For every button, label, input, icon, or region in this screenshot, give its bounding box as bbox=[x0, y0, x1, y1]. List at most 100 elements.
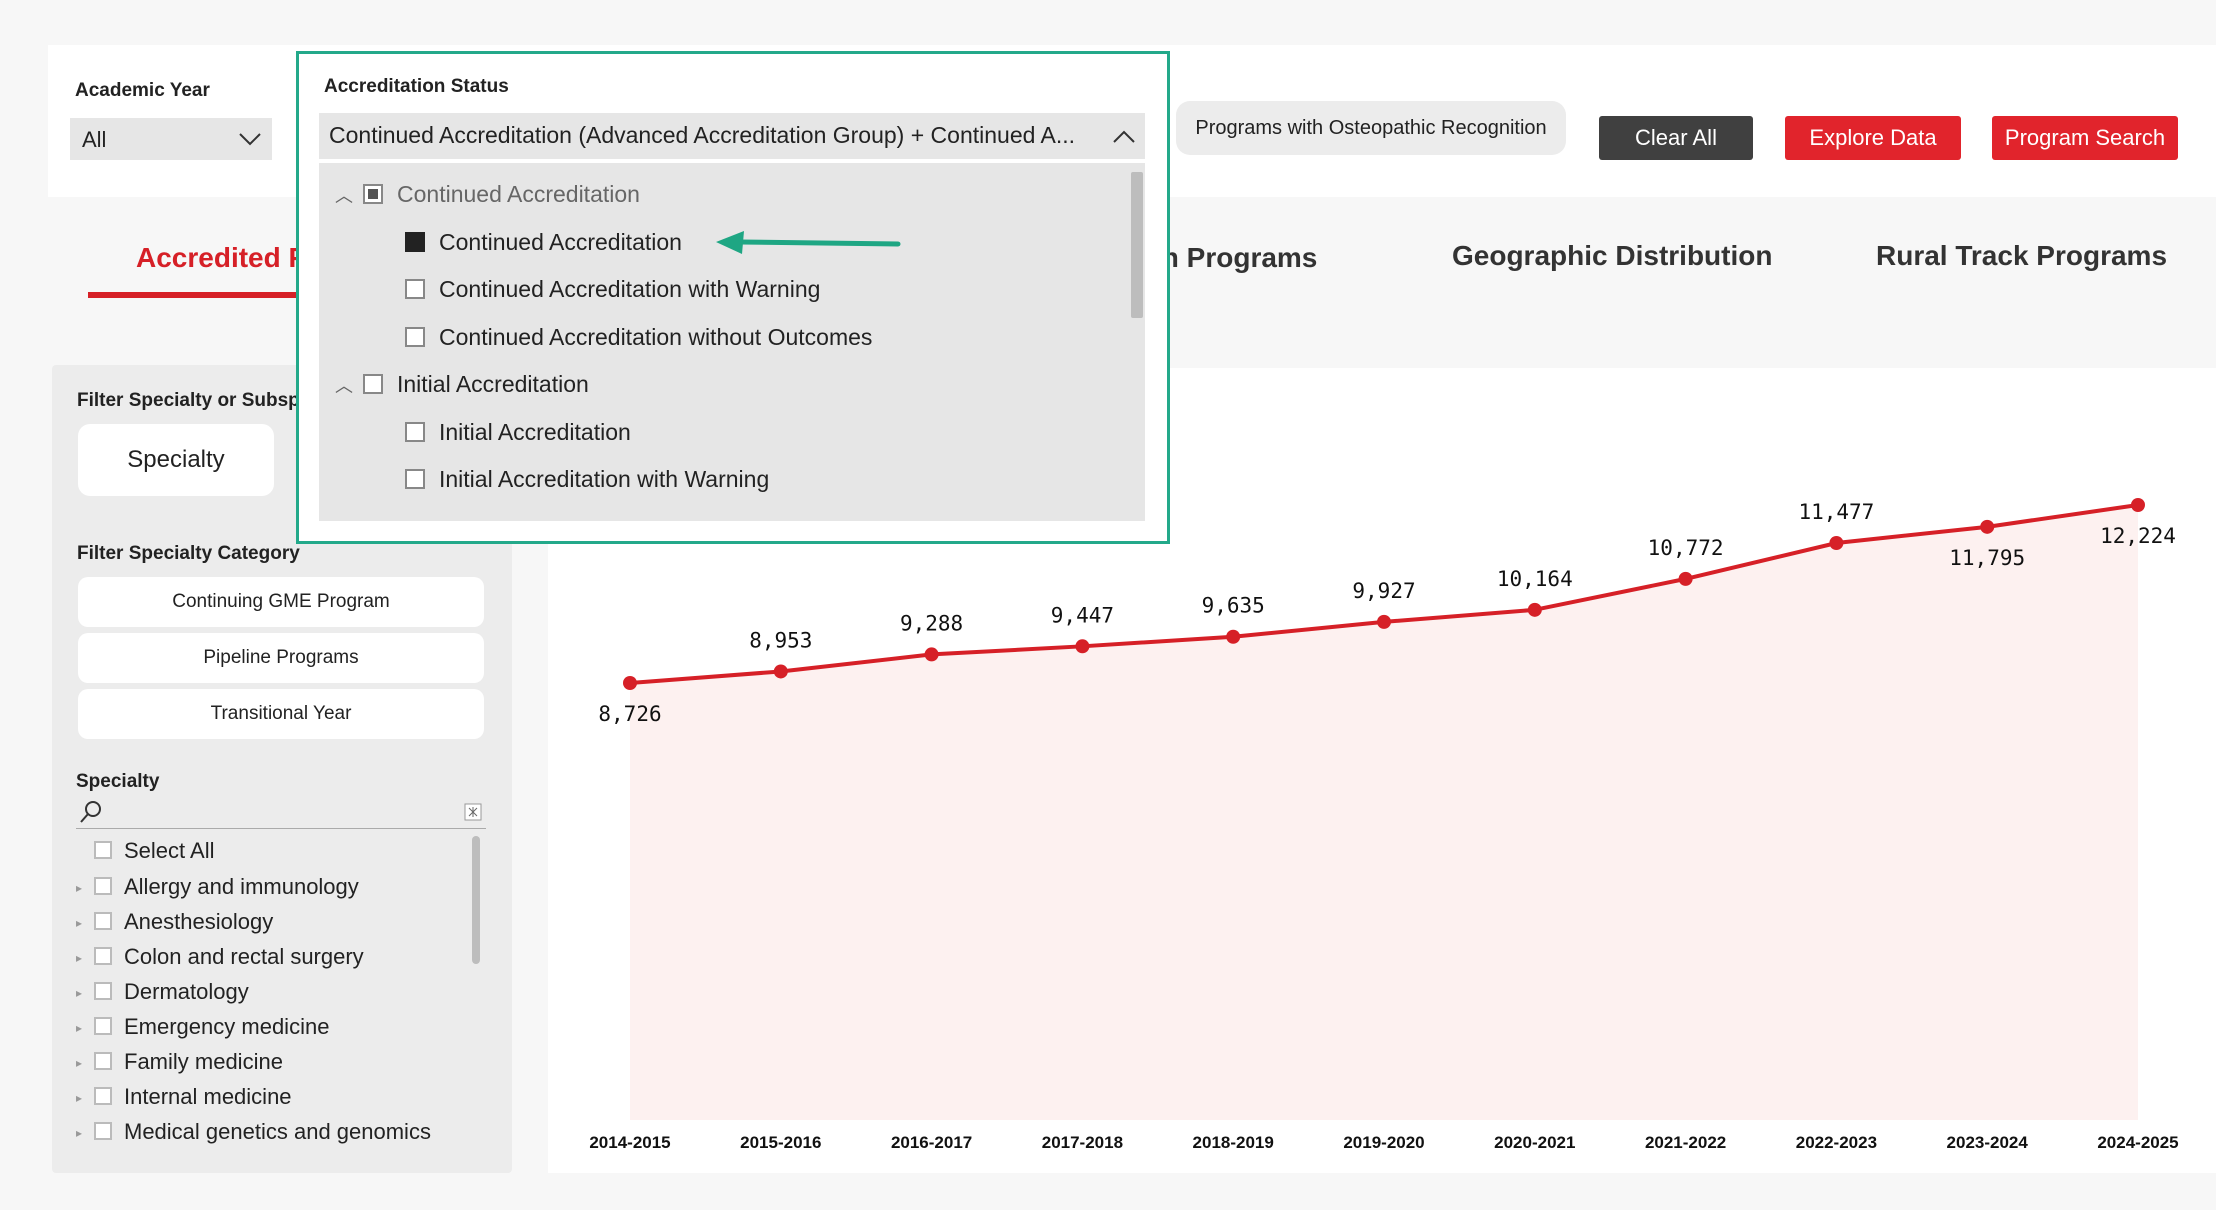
option-continued-accreditation-with-warning[interactable]: Continued Accreditation with Warning bbox=[319, 267, 1145, 311]
tab-rural-track-programs[interactable]: Rural Track Programs bbox=[1876, 240, 2168, 271]
checkbox[interactable] bbox=[94, 1052, 112, 1071]
option-initial-accreditation[interactable]: Initial Accreditation bbox=[319, 410, 1145, 454]
specialty-item[interactable]: ▸ Emergency medicine bbox=[76, 1010, 329, 1044]
data-point[interactable] bbox=[924, 647, 939, 662]
specialty-select-all[interactable]: Select All bbox=[76, 834, 215, 868]
option-initial-accreditation-with-warning[interactable]: Initial Accreditation with Warning bbox=[319, 457, 1145, 501]
checkbox[interactable] bbox=[363, 183, 383, 204]
explore-data-button[interactable]: Explore Data bbox=[1785, 116, 1961, 160]
programs-trend-chart: 8,726 2014-2015 8,953 2015-2016 9,288 2016-20… bbox=[589, 498, 2179, 1152]
x-axis-tick-label: 2018-2019 bbox=[1193, 1133, 1274, 1152]
specialty-item[interactable]: ▸ Internal medicine bbox=[76, 1080, 292, 1114]
specialty-list-scrollbar[interactable] bbox=[472, 836, 480, 964]
data-point[interactable] bbox=[773, 664, 788, 679]
checkbox[interactable] bbox=[405, 421, 425, 442]
data-label: 10,772 bbox=[1648, 536, 1724, 560]
data-point[interactable] bbox=[1377, 614, 1391, 629]
data-label: 8,953 bbox=[749, 628, 812, 652]
academic-year-label: Academic Year bbox=[75, 80, 210, 101]
checkbox[interactable] bbox=[363, 373, 383, 394]
expand-arrow-icon[interactable]: ▸ bbox=[76, 951, 83, 966]
option-group-initial-accreditation[interactable]: ︿ Initial Accreditation bbox=[319, 362, 1145, 406]
filter-specialty-title: Filter Specialty or Subspe bbox=[77, 390, 311, 411]
x-axis-tick-label: 2024-2025 bbox=[2097, 1133, 2178, 1152]
dropdown-scrollbar[interactable] bbox=[1131, 172, 1143, 318]
specialty-item[interactable]: ▸ Anesthesiology bbox=[76, 905, 273, 939]
tab-accredited-programs[interactable]: Accredited Pr bbox=[136, 242, 319, 273]
x-axis-tick-label: 2021-2022 bbox=[1645, 1133, 1726, 1152]
checkbox[interactable] bbox=[94, 1087, 112, 1106]
data-label: 11,477 bbox=[1798, 500, 1874, 524]
data-point[interactable] bbox=[1527, 602, 1542, 617]
chart-panel: 8,726 2014-2015 8,953 2015-2016 9,288 2016-20… bbox=[548, 368, 2216, 1173]
data-point[interactable] bbox=[1678, 571, 1693, 586]
data-label: 9,927 bbox=[1352, 579, 1415, 603]
data-point[interactable] bbox=[2131, 498, 2145, 512]
x-axis-tick-label: 2022-2023 bbox=[1796, 1133, 1877, 1152]
specialty-list-title: Specialty bbox=[76, 771, 160, 792]
specialty-item[interactable]: ▸ Dermatology bbox=[76, 975, 249, 1009]
collapse-icon[interactable]: ︿ bbox=[335, 186, 353, 206]
data-label: 9,635 bbox=[1202, 594, 1265, 618]
data-point[interactable] bbox=[1226, 629, 1241, 644]
checkbox[interactable] bbox=[94, 1017, 112, 1036]
active-tab-indicator bbox=[88, 292, 328, 298]
category-transitional-year-button[interactable]: Transitional Year bbox=[78, 689, 484, 739]
category-title: Filter Specialty Category bbox=[77, 543, 300, 564]
expand-arrow-icon[interactable]: ▸ bbox=[76, 916, 83, 931]
option-continued-accreditation-without-outcomes[interactable]: Continued Accreditation without Outcomes bbox=[319, 315, 1145, 359]
option-continued-accreditation[interactable]: Continued Accreditation bbox=[319, 220, 1145, 264]
x-axis-tick-label: 2017-2018 bbox=[1042, 1133, 1123, 1152]
checkbox[interactable] bbox=[405, 278, 425, 299]
category-continuing-gme-button[interactable]: Continuing GME Program bbox=[78, 577, 484, 627]
checkbox[interactable] bbox=[405, 231, 425, 252]
data-label: 12,224 bbox=[2100, 524, 2176, 548]
category-pipeline-programs-button[interactable]: Pipeline Programs bbox=[78, 633, 484, 683]
clear-all-button[interactable]: Clear All bbox=[1599, 116, 1753, 160]
specialty-item[interactable]: ▸ Medical genetics and genomics bbox=[76, 1115, 431, 1145]
checkbox[interactable] bbox=[94, 982, 112, 1001]
data-point[interactable] bbox=[1980, 519, 1995, 534]
option-group-continued-accreditation[interactable]: ︿ Continued Accreditation bbox=[319, 172, 1145, 216]
academic-year-value: All bbox=[82, 127, 107, 152]
data-label: 9,288 bbox=[900, 611, 963, 635]
academic-year-select[interactable]: All bbox=[70, 118, 272, 160]
checkbox[interactable] bbox=[94, 877, 112, 896]
x-axis-tick-label: 2014-2015 bbox=[589, 1133, 670, 1152]
data-point[interactable] bbox=[623, 676, 637, 690]
checkbox[interactable] bbox=[94, 841, 112, 860]
specialty-button[interactable]: Specialty bbox=[78, 424, 274, 496]
search-icon bbox=[80, 801, 101, 823]
accreditation-status-select[interactable]: Continued Accreditation (Advanced Accred… bbox=[319, 113, 1145, 159]
checkbox[interactable] bbox=[405, 468, 425, 489]
specialty-search-input[interactable] bbox=[76, 795, 486, 829]
tab-geographic-distribution[interactable]: Geographic Distribution bbox=[1452, 240, 1773, 271]
checkbox[interactable] bbox=[94, 947, 112, 966]
osteopathic-recognition-button[interactable]: Programs with Osteopathic Recognition bbox=[1176, 101, 1566, 155]
accreditation-status-value: Continued Accreditation (Advanced Accred… bbox=[329, 122, 1076, 148]
x-axis-tick-label: 2016-2017 bbox=[891, 1133, 972, 1152]
expand-arrow-icon[interactable]: ▸ bbox=[76, 1126, 83, 1141]
expand-arrow-icon[interactable]: ▸ bbox=[76, 1091, 83, 1106]
program-search-button[interactable]: Program Search bbox=[1992, 116, 2178, 160]
data-point[interactable] bbox=[1075, 639, 1090, 654]
specialty-item[interactable]: ▸ Colon and rectal surgery bbox=[76, 940, 364, 974]
x-axis-tick-label: 2020-2021 bbox=[1494, 1133, 1575, 1152]
expand-arrow-icon[interactable]: ▸ bbox=[76, 1056, 83, 1071]
expand-arrow-icon[interactable]: ▸ bbox=[76, 881, 83, 896]
data-point[interactable] bbox=[1829, 536, 1844, 551]
specialty-item[interactable]: ▸ Family medicine bbox=[76, 1045, 283, 1079]
data-label: 10,164 bbox=[1497, 567, 1573, 591]
checkbox[interactable] bbox=[94, 1122, 112, 1141]
chevron-up-icon[interactable] bbox=[1112, 130, 1136, 144]
expand-arrow-icon[interactable]: ▸ bbox=[76, 1021, 83, 1036]
collapse-icon[interactable]: ︿ bbox=[335, 376, 353, 396]
data-label: 11,795 bbox=[1949, 546, 2025, 570]
series-area bbox=[630, 505, 2138, 1120]
clear-search-icon[interactable] bbox=[464, 803, 482, 821]
expand-arrow-icon[interactable]: ▸ bbox=[76, 986, 83, 1001]
checkbox[interactable] bbox=[94, 912, 112, 931]
specialty-item[interactable]: ▸ Allergy and immunology bbox=[76, 870, 359, 904]
accreditation-status-options: ︿ Continued Accreditation Continued Accre… bbox=[319, 163, 1145, 521]
checkbox[interactable] bbox=[405, 326, 425, 347]
